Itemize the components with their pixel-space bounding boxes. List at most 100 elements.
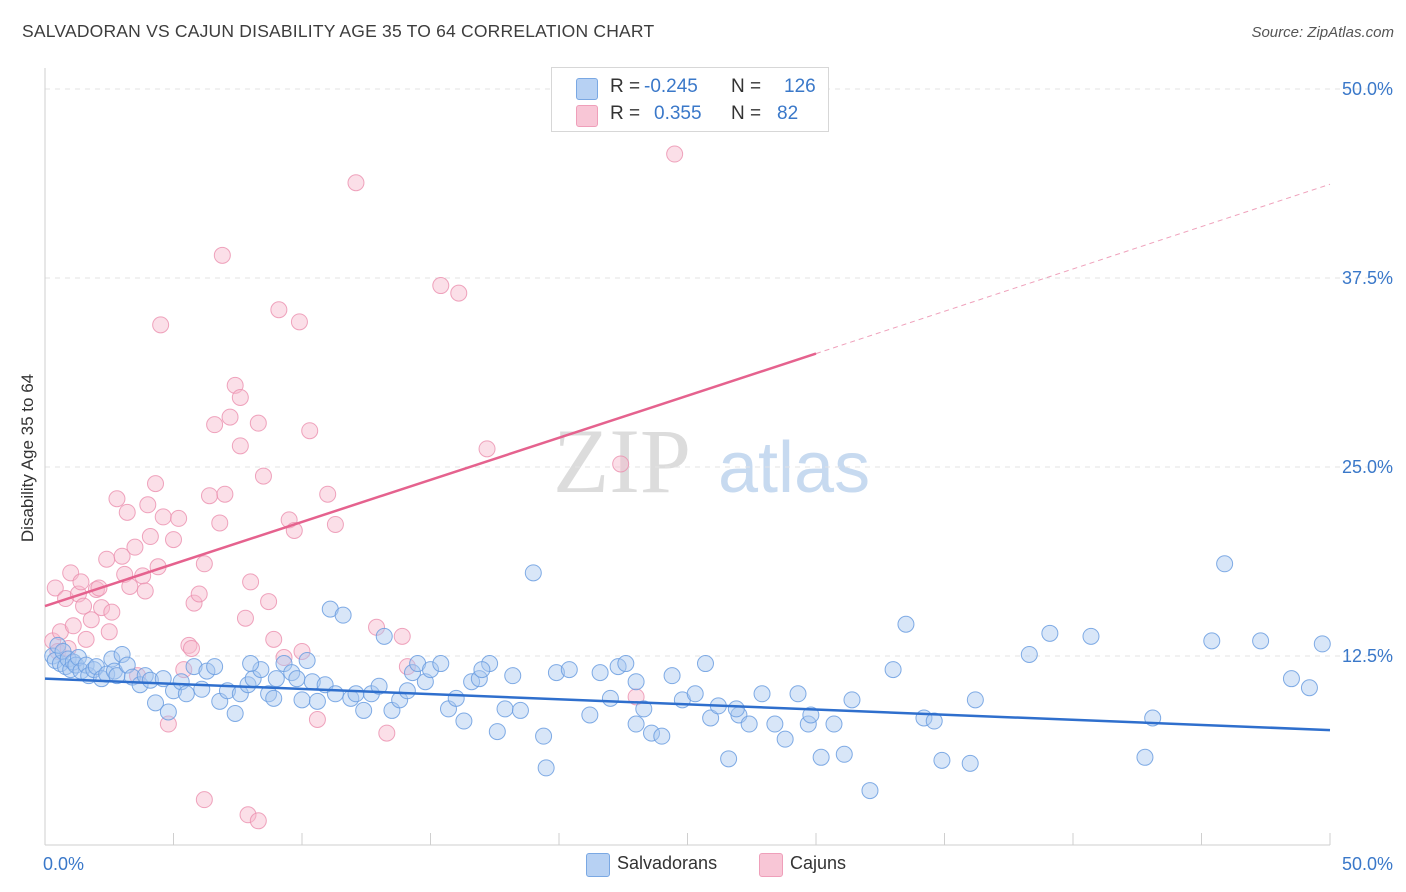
salvadoran-point [398,682,416,700]
salvadoran-point [252,661,270,679]
salvadoran-point [260,685,278,703]
salvadoran-point [504,667,522,685]
salvadoran-point [1082,627,1100,645]
salvadoran-point [159,703,177,721]
cajun-point [195,555,213,573]
salvadoran-point [496,700,514,718]
cajun-point [265,630,283,648]
grid-lines [45,88,1393,657]
salvadoran-point [334,606,352,624]
trend-lines [44,183,1331,732]
cajuns-trend-extension [815,183,1331,355]
cajun-point [152,316,170,334]
cajun-point [249,414,267,432]
cajun-point [141,528,159,546]
salvadoran-point [843,691,861,709]
salvadoran-point [933,751,951,769]
cajun-point [249,812,267,830]
salvadoran-point [1313,635,1331,653]
bottom-legend-label: Salvadorans [617,853,718,873]
cajun-point [46,579,64,597]
cajun-point [195,791,213,809]
cajun-point [126,538,144,556]
cajun-point [93,599,111,617]
salvadoran-point [653,727,671,745]
salvadoran-point [547,664,565,682]
salvadoran-point [535,727,553,745]
salvadoran-point [177,685,195,703]
salvadoran-point [147,694,165,712]
salvadoran-point [355,701,373,719]
legend-r-label: R = [610,103,641,124]
cajun-point [77,630,95,648]
axes [44,68,1331,846]
cajun-point [180,636,198,654]
salvadoran-point [1020,645,1038,663]
cajun-point [347,174,365,192]
salvadoran-point [1252,632,1270,650]
cajun-point [206,416,224,434]
salvadoran-point [635,700,653,718]
cajun-point [213,246,231,264]
salvadoran-point [524,564,542,582]
cajun-point [136,582,154,600]
salvadoran-point [591,664,609,682]
cajun-point [118,503,136,521]
correlation-legend: R = -0.245 N = 126 R = 0.355 N = 82 [551,67,829,132]
y-tick-label: 25.0% [1342,457,1393,477]
y-tick-labels: 12.5% 25.0% 37.5% 50.0% [1342,79,1393,666]
cajun-point [301,422,319,440]
salvadoran-point [375,627,393,645]
salvadoran-point [265,689,283,707]
cajun-point [231,437,249,455]
cajun-point [308,711,326,729]
salvadoran-point [370,677,388,695]
chart-title: SALVADORAN VS CAJUN DISABILITY AGE 35 TO… [22,21,655,41]
salvadorans-trend-line [44,677,1331,732]
cajun-point [182,639,200,657]
salvadoran-point [455,712,473,730]
cajun-point [82,611,100,629]
salvadoran-point [267,670,285,688]
salvadoran-point [776,730,794,748]
cajun-point [185,594,203,612]
salvadoran-point [835,745,853,763]
salvadoran-point [488,723,506,741]
legend-n-value: 126 [784,76,816,97]
salvadoran-point [861,782,879,800]
salvadoran-point [422,661,439,679]
cajun-point [211,514,229,532]
salvadoran-point [308,692,326,710]
salvadoran-point [404,664,422,682]
salvadoran-point [432,655,450,673]
salvadoran-point [347,685,365,703]
salvadoran-point [601,689,619,707]
cajun-point [393,627,411,645]
cajun-point [254,467,272,485]
cajun-point [231,388,249,406]
y-tick-label: 12.5% [1342,646,1393,666]
salvadoran-point [242,655,260,673]
cajun-point [612,455,630,473]
salvadoran-point [581,706,599,724]
salvadoran-point [812,748,830,766]
cajun-point [98,550,116,568]
salvadorans-points [44,555,1331,800]
salvadoran-point [560,661,578,679]
cajun-point [260,593,278,611]
cajun-point [666,145,684,163]
cajun-point [236,609,254,627]
cajun-point [242,573,260,591]
watermark: ZIP atlas [553,410,870,512]
salvadoran-point [113,645,131,663]
salvadoran-point [802,706,820,724]
cajun-point [450,284,468,302]
legend-r-label: R = [610,76,641,97]
y-tick-label: 50.0% [1342,79,1393,99]
cajun-point [293,642,311,660]
cajun-point [270,301,288,319]
cajun-point [190,585,208,603]
salvadoran-point [696,655,714,673]
salvadoran-point [884,661,902,679]
salvadoran-point [753,685,771,703]
